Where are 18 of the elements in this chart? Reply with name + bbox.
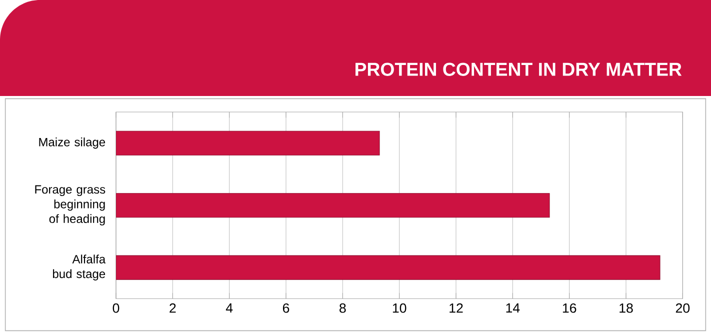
bar — [116, 193, 550, 218]
x-tick-label: 16 — [562, 303, 576, 313]
bar — [116, 130, 380, 156]
x-tick-label: 20 — [676, 303, 690, 313]
x-tick-label: 18 — [620, 303, 633, 313]
x-tick-label: 10 — [392, 303, 406, 313]
x-tick-label: 12 — [450, 303, 463, 313]
x-tick-label: 14 — [506, 303, 520, 313]
x-tick-label: 4 — [226, 303, 233, 313]
y-tick-label: Alfalfa bud stage — [52, 254, 106, 280]
x-tick-label: 0 — [112, 303, 120, 313]
chart-title: PROTEIN CONTENT IN DRY MATTER — [356, 62, 682, 76]
x-tick-label: 2 — [170, 303, 176, 313]
x-tick-label: 8 — [340, 303, 346, 313]
bar — [116, 255, 660, 280]
y-tick-label: Maize silage — [39, 138, 106, 149]
x-tick-label: 6 — [282, 303, 290, 313]
y-tick-label: Forage grass beginning of heading — [35, 185, 106, 226]
